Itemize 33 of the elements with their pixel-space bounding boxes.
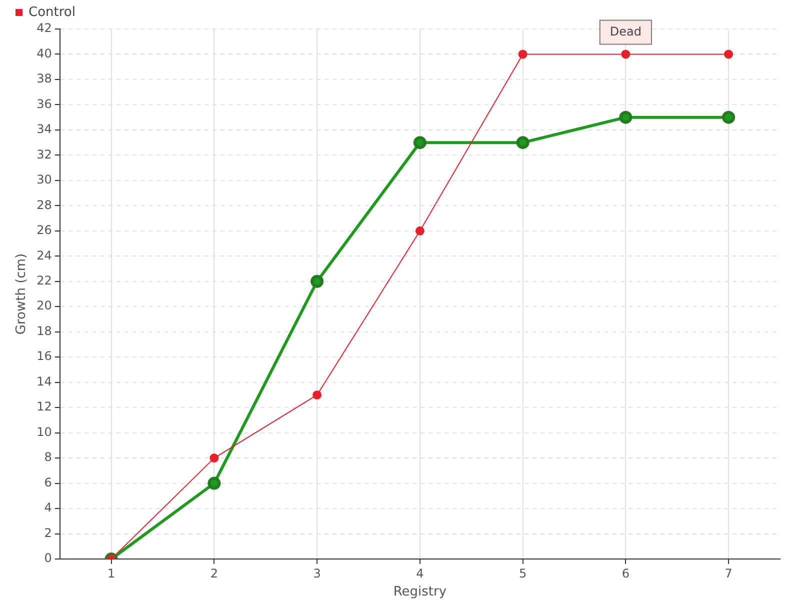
x-tick-label: 7 [724, 566, 732, 580]
annotation: Dead [610, 24, 642, 38]
y-tick-label: 0 [44, 551, 52, 566]
y-tick-label: 12 [36, 400, 52, 414]
y-tick-label: 2 [44, 526, 52, 540]
y-tick-label: 30 [36, 172, 52, 187]
y-tick-label: 4 [44, 500, 52, 515]
y-tick-label: 8 [44, 450, 52, 464]
x-tick-label: 1 [107, 566, 116, 580]
x-tick-label: 2 [210, 566, 218, 580]
y-tick-label: 10 [36, 424, 52, 439]
y-tick-label: 28 [36, 198, 52, 212]
y-tick-label: 40 [36, 46, 52, 60]
y-axis-title: Growth (cm) [14, 253, 30, 335]
legend-label: Control [28, 4, 76, 20]
y-tick-label: 32 [36, 147, 52, 162]
x-tick-label: 5 [518, 566, 527, 580]
y-tick-label: 22 [36, 274, 52, 288]
y-tick-label: 38 [36, 72, 52, 86]
y-tick-label: 24 [36, 248, 52, 262]
y-tick-label: 18 [36, 324, 52, 338]
y-tick-label: 20 [36, 298, 52, 313]
y-tick-label: 26 [36, 223, 52, 238]
y-tick-label: 14 [36, 374, 52, 388]
x-tick-label: 6 [622, 566, 630, 580]
x-tick-label: 4 [416, 566, 424, 580]
y-tick-label: 16 [36, 349, 52, 364]
x-axis-title: Registry [393, 584, 447, 600]
y-tick-label: 42 [36, 21, 52, 36]
y-tick-label: 34 [36, 122, 52, 136]
y-tick-label: 6 [44, 475, 52, 490]
y-tick-label: 36 [36, 96, 52, 111]
x-tick-label: 3 [313, 566, 321, 580]
